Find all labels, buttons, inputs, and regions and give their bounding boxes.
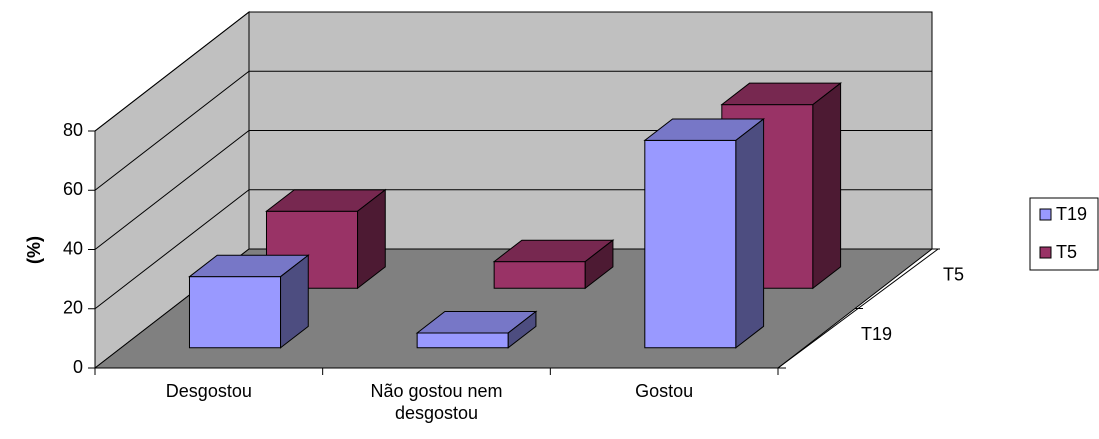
bar-front xyxy=(644,139,737,349)
bar-side xyxy=(584,239,614,290)
bar-side xyxy=(812,82,842,290)
x-tick-label: Não gostou nem desgostou xyxy=(370,381,503,423)
y-tick-label: 20 xyxy=(63,298,83,318)
bar xyxy=(643,117,766,349)
bar-front xyxy=(416,332,509,349)
legend-label: T19 xyxy=(1056,204,1087,224)
x-tick-label: Gostou xyxy=(635,381,694,401)
y-tick-label: 0 xyxy=(73,357,83,377)
y-axis-label: (%) xyxy=(24,236,44,264)
x-tick-label: Desgostou xyxy=(165,381,252,401)
y-tick-label: 40 xyxy=(63,238,83,258)
legend-swatch xyxy=(1039,208,1052,221)
bar-side xyxy=(357,188,386,290)
y-tick-label: 80 xyxy=(63,120,83,140)
grid-line xyxy=(94,11,932,132)
bar-front xyxy=(188,276,282,349)
depth-label: T19 xyxy=(861,324,892,344)
depth-label: T5 xyxy=(943,265,964,285)
bar-side xyxy=(507,310,537,349)
bar-side xyxy=(280,254,309,349)
y-tick-label: 60 xyxy=(63,179,83,199)
legend-swatch xyxy=(1039,246,1052,259)
bar xyxy=(492,239,615,290)
grid-line xyxy=(94,70,932,191)
bar xyxy=(188,254,310,349)
bar xyxy=(415,310,538,349)
legend-label: T5 xyxy=(1056,242,1077,262)
bar-front xyxy=(493,261,586,289)
bar-side xyxy=(735,117,765,349)
